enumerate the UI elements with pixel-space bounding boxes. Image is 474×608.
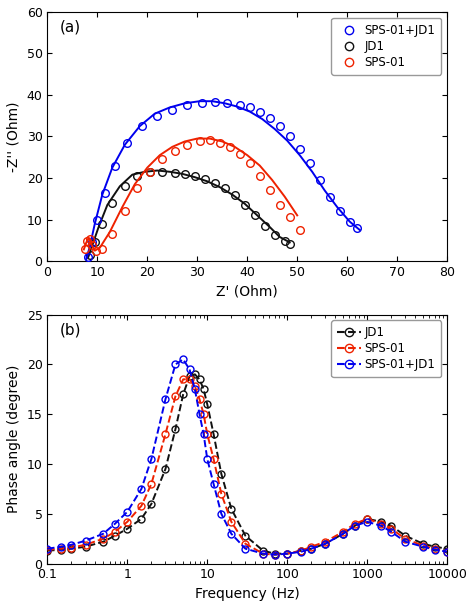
Legend: SPS-01+JD1, JD1, SPS-01: SPS-01+JD1, JD1, SPS-01	[331, 18, 441, 75]
Text: (b): (b)	[59, 322, 81, 337]
X-axis label: Frequency (Hz): Frequency (Hz)	[195, 587, 300, 601]
Legend: JD1, SPS-01, SPS-01+JD1: JD1, SPS-01, SPS-01+JD1	[331, 320, 441, 377]
X-axis label: Z' (Ohm): Z' (Ohm)	[216, 285, 278, 299]
Y-axis label: -Z'' (Ohm): -Z'' (Ohm)	[7, 102, 21, 171]
Text: (a): (a)	[59, 19, 81, 35]
Y-axis label: Phase angle (degree): Phase angle (degree)	[7, 365, 21, 513]
